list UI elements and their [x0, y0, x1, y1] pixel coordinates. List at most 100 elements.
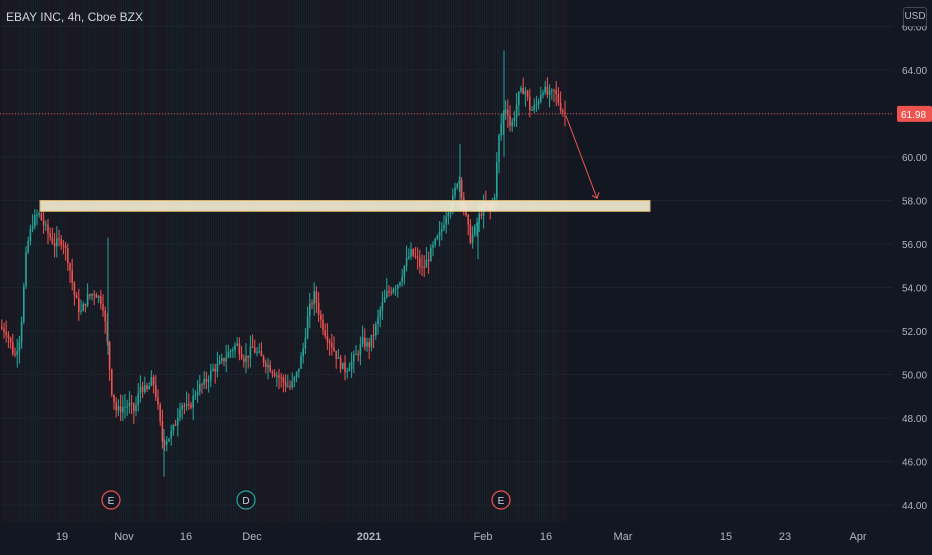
candle	[106, 313, 109, 346]
y-tick-label: 66.00	[902, 23, 927, 34]
candle	[306, 306, 309, 340]
volume-stripe	[142, 0, 144, 522]
candle	[56, 226, 58, 258]
volume-stripe	[59, 0, 61, 522]
volume-stripe	[186, 0, 188, 522]
candle	[16, 338, 18, 368]
volume-stripe	[167, 0, 169, 522]
x-axis-background	[0, 522, 932, 550]
candle-body	[293, 377, 296, 382]
volume-stripe	[549, 0, 551, 522]
candle	[199, 375, 201, 396]
candle-body	[529, 96, 531, 111]
candle	[324, 323, 326, 339]
volume-stripe	[525, 0, 527, 522]
candle-body	[447, 212, 450, 217]
y-tick-label: 58.00	[902, 197, 927, 208]
volume-stripe	[217, 0, 219, 522]
volume-stripe	[228, 0, 230, 522]
candle-body	[179, 409, 181, 418]
candle-body	[350, 361, 353, 369]
volume-stripe	[402, 0, 404, 522]
candle	[12, 333, 14, 356]
candle-body	[128, 403, 131, 407]
candle-body	[159, 404, 161, 422]
volume-stripe	[292, 0, 294, 522]
candle	[31, 214, 34, 233]
currency-button[interactable]: USD	[903, 7, 927, 27]
candle-body	[414, 255, 417, 257]
support-zone-layer	[39, 200, 651, 212]
candle-body	[498, 135, 500, 163]
volume-stripe	[237, 0, 239, 522]
candle-body	[540, 95, 542, 102]
candle-body	[405, 258, 408, 267]
candle	[436, 234, 439, 241]
candle-body	[320, 314, 322, 320]
candle-body	[236, 343, 238, 346]
volume-stripe	[565, 0, 567, 522]
volume-stripe	[17, 0, 19, 522]
volume-stripe	[369, 0, 371, 522]
volume-stripe	[37, 0, 39, 522]
candle-body	[78, 298, 80, 312]
volume-stripe	[233, 0, 235, 522]
candle	[53, 232, 56, 258]
candle	[113, 394, 115, 410]
candle-body	[383, 297, 386, 303]
candle-body	[25, 252, 27, 287]
event-label: D	[242, 496, 249, 507]
volume-stripe	[54, 0, 56, 522]
x-tick-label: Dec	[242, 531, 262, 543]
volume-stripe	[116, 0, 118, 522]
candle-body	[381, 302, 384, 311]
dividend-marker[interactable]: D	[236, 490, 256, 510]
candle	[414, 247, 417, 260]
candle-body	[240, 354, 243, 359]
candle-body	[295, 371, 298, 378]
candle	[529, 88, 531, 118]
candle	[104, 306, 106, 334]
volume-stripe	[446, 0, 448, 522]
volume-stripe	[65, 0, 67, 522]
candle-body	[456, 184, 458, 188]
volume-stripe	[327, 0, 329, 522]
volume-stripe	[510, 0, 512, 522]
projection-arrow-line[interactable]	[565, 115, 598, 199]
earnings-marker[interactable]: E	[101, 490, 121, 510]
candle-body	[419, 258, 421, 267]
candle	[214, 363, 216, 384]
earnings-marker[interactable]: E	[491, 490, 511, 510]
candle	[245, 343, 247, 374]
candle	[302, 342, 304, 364]
volume-stripe	[378, 0, 380, 522]
volume-stripe	[299, 0, 301, 522]
candle	[86, 283, 89, 308]
volume-stripe	[468, 0, 470, 522]
candle	[14, 347, 16, 358]
candle	[258, 343, 260, 354]
candle	[1, 319, 3, 330]
volume-stripe	[19, 0, 21, 522]
volume-stripe	[215, 0, 217, 522]
candle	[254, 339, 256, 354]
candle	[29, 224, 32, 246]
candle	[262, 354, 265, 368]
candle	[168, 438, 170, 443]
x-axis: 19 Nov 16 Dec 2021 Feb 16 Mar 15 23 Apr	[0, 522, 932, 550]
volume-stripe	[92, 0, 94, 522]
candle-body	[511, 121, 513, 127]
candle	[203, 371, 205, 389]
volume-stripe	[145, 0, 147, 522]
candle	[124, 394, 126, 419]
candle	[67, 243, 69, 271]
volume-stripe	[318, 0, 320, 522]
candle	[388, 285, 390, 297]
volume-stripe	[182, 0, 184, 522]
volume-stripe	[457, 0, 459, 522]
volume-stripe	[556, 0, 558, 522]
support-zone-rectangle[interactable]	[39, 200, 651, 212]
candle	[135, 396, 137, 417]
